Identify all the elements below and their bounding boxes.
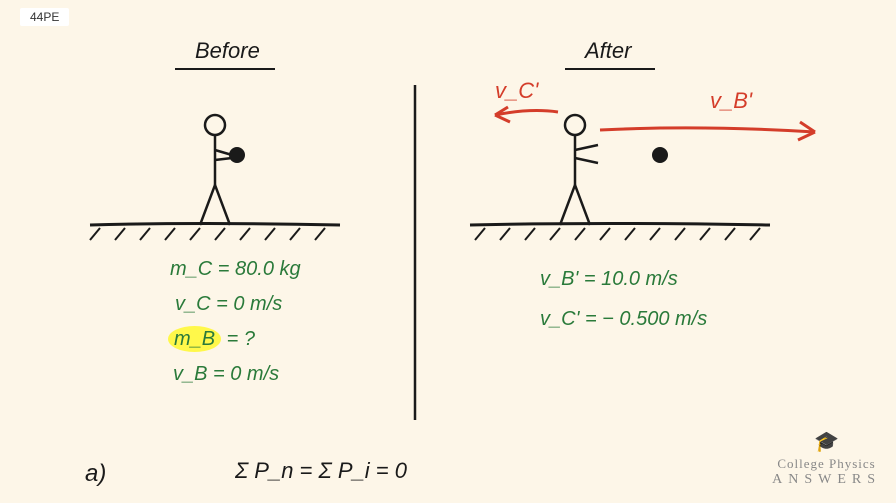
part-a-label: a) <box>85 460 106 488</box>
after-vb-prime: v_B' = 10.0 m/s <box>540 268 678 291</box>
logo: 🎓 College Physics ANSWERS <box>772 429 881 488</box>
vc-prime-label: v_C' <box>495 78 538 104</box>
before-vb: v_B = 0 m/s <box>173 363 279 386</box>
before-mb: m_B = ? <box>168 328 255 351</box>
momentum-equation: Σ P_n = Σ P_i = 0 <box>235 458 407 484</box>
before-mc: m_C = 80.0 kg <box>170 258 301 281</box>
before-vc: v_C = 0 m/s <box>175 293 282 316</box>
logo-main-text: College Physics <box>772 456 881 472</box>
vb-prime-label: v_B' <box>710 88 752 114</box>
physics-diagram <box>0 0 896 503</box>
logo-sub-text: ANSWERS <box>772 472 881 488</box>
graduation-cap-icon: 🎓 <box>772 429 881 454</box>
mb-highlight: m_B <box>168 326 221 352</box>
after-vc-prime: v_C' = − 0.500 m/s <box>540 308 707 331</box>
